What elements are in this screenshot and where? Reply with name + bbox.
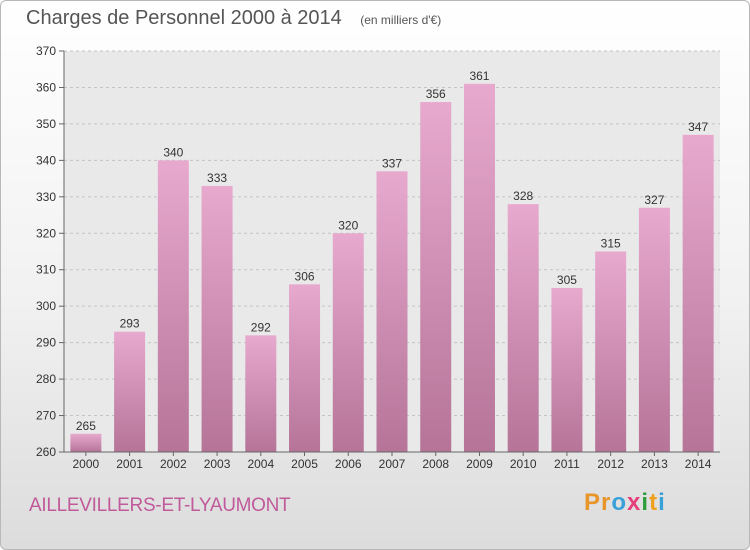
title-row: Charges de Personnel 2000 à 2014 (en mil… <box>26 7 441 30</box>
bar-2003 <box>201 185 233 452</box>
logo-letter: t <box>649 489 659 516</box>
y-tick-label: 280 <box>36 372 56 386</box>
data-label: 328 <box>513 189 533 203</box>
bar-2012 <box>595 251 627 452</box>
data-label: 340 <box>163 145 183 159</box>
y-tick-label: 350 <box>36 117 56 131</box>
chart-subtitle: (en milliers d'€) <box>360 13 442 27</box>
x-tick-label: 2005 <box>291 457 318 471</box>
chart-title: Charges de Personnel 2000 à 2014 <box>26 7 342 29</box>
y-tick-label: 330 <box>36 190 56 204</box>
x-tick-label: 2004 <box>247 457 274 471</box>
data-label: 327 <box>644 193 664 207</box>
x-tick-label: 2013 <box>641 457 668 471</box>
commune-name: AILLEVILLERS-ET-LYAUMONT <box>29 495 291 516</box>
bar-2011 <box>551 287 583 452</box>
bar-2007 <box>376 171 408 453</box>
data-label: 337 <box>382 156 402 170</box>
bar-2006 <box>332 233 364 452</box>
y-tick-label: 340 <box>36 153 56 167</box>
data-label: 320 <box>338 218 358 232</box>
bar-2008 <box>420 102 452 452</box>
x-tick-label: 2003 <box>204 457 231 471</box>
data-label: 356 <box>426 87 446 101</box>
bar-2004 <box>245 335 277 452</box>
y-tick-label: 310 <box>36 263 56 277</box>
bar-2014 <box>682 134 714 452</box>
x-tick-label: 2008 <box>422 457 449 471</box>
bar-2010 <box>507 204 539 452</box>
y-tick-label: 290 <box>36 336 56 350</box>
x-tick-label: 2014 <box>685 457 712 471</box>
bar-2009 <box>463 83 495 453</box>
x-tick-label: 2011 <box>554 457 580 471</box>
bar-2005 <box>289 284 321 452</box>
x-tick-label: 2012 <box>597 457 624 471</box>
y-tick-label: 360 <box>36 80 56 94</box>
x-tick-label: 2000 <box>73 457 100 471</box>
data-label: 361 <box>469 69 489 83</box>
data-label: 293 <box>120 317 140 331</box>
logo-letter: r <box>601 489 612 516</box>
x-tick-label: 2001 <box>116 457 143 471</box>
logo-letter: o <box>611 489 628 516</box>
y-tick-label: 270 <box>36 409 56 423</box>
data-label: 333 <box>207 171 227 185</box>
x-tick-label: 2010 <box>510 457 537 471</box>
y-tick-label: 300 <box>36 299 56 313</box>
bar-2001 <box>114 331 146 452</box>
y-tick-label: 370 <box>36 44 56 58</box>
proxiti-logo[interactable]: Proxiti <box>584 489 666 517</box>
bar-2013 <box>638 207 670 452</box>
x-tick-label: 2009 <box>466 457 493 471</box>
data-label: 347 <box>688 120 708 134</box>
x-tick-label: 2006 <box>335 457 362 471</box>
logo-letter: P <box>584 489 602 516</box>
logo-letter: i <box>641 489 650 516</box>
y-tick-label: 260 <box>36 445 56 459</box>
data-label: 265 <box>76 419 96 433</box>
data-label: 306 <box>295 269 315 283</box>
data-label: 292 <box>251 320 271 334</box>
x-tick-label: 2007 <box>379 457 406 471</box>
logo-letter: i <box>658 489 666 516</box>
data-label: 305 <box>557 273 577 287</box>
data-label: 315 <box>601 237 621 251</box>
y-tick-label: 320 <box>36 226 56 240</box>
x-tick-label: 2002 <box>160 457 187 471</box>
logo-letter: x <box>627 489 642 516</box>
bar-2002 <box>157 160 189 452</box>
bar-2000 <box>70 433 102 452</box>
